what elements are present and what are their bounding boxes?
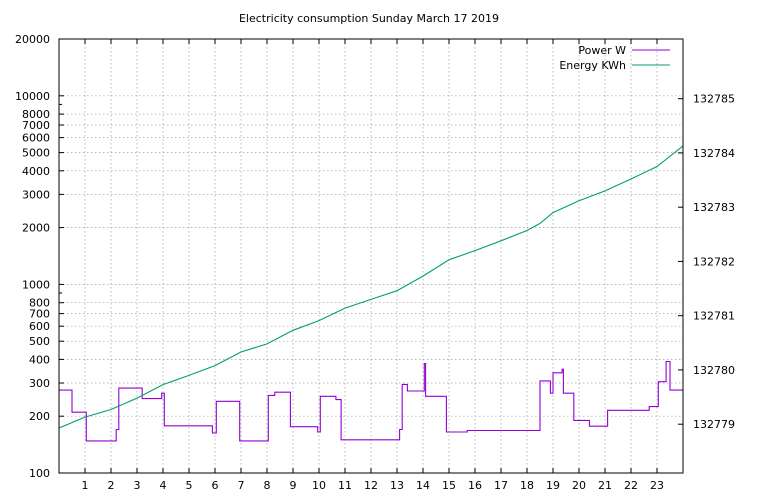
x-tick-label: 22 bbox=[624, 479, 638, 492]
x-tick-label: 7 bbox=[238, 479, 245, 492]
y-left-tick-label: 400 bbox=[29, 353, 50, 366]
y-left-tick-label: 3000 bbox=[22, 188, 50, 201]
x-tick-label: 20 bbox=[572, 479, 586, 492]
y-left-tick-label: 20000 bbox=[15, 33, 50, 46]
series-line-energy-kwh bbox=[58, 145, 684, 429]
series-line-power-w bbox=[59, 360, 683, 442]
y-left-tick-label: 800 bbox=[29, 297, 50, 310]
y-left-tick-label: 6000 bbox=[22, 132, 50, 145]
y-right-tick-label: 132782 bbox=[693, 255, 735, 268]
x-tick-label: 5 bbox=[186, 479, 193, 492]
grid bbox=[59, 39, 683, 473]
y-right-tick-label: 132783 bbox=[693, 201, 735, 214]
x-tick-label: 14 bbox=[416, 479, 430, 492]
x-tick-label: 17 bbox=[494, 479, 508, 492]
x-tick-label: 2 bbox=[108, 479, 115, 492]
x-tick-label: 13 bbox=[390, 479, 404, 492]
legend: Power W Energy KWh bbox=[559, 44, 670, 72]
chart-title: Electricity consumption Sunday March 17 … bbox=[239, 12, 499, 25]
x-tick-label: 12 bbox=[364, 479, 378, 492]
x-tick-label: 11 bbox=[338, 479, 352, 492]
y-left-tick-label: 10000 bbox=[15, 90, 50, 103]
x-tick-label: 23 bbox=[650, 479, 664, 492]
legend-label: Energy KWh bbox=[559, 59, 626, 72]
y-left-tick-label: 500 bbox=[29, 335, 50, 348]
y-left-tick-label: 600 bbox=[29, 320, 50, 333]
y-left-tick-label: 8000 bbox=[22, 108, 50, 121]
series-layer bbox=[58, 145, 684, 442]
x-tick-label: 21 bbox=[598, 479, 612, 492]
x-tick-label: 9 bbox=[290, 479, 297, 492]
y-left-tick-label: 700 bbox=[29, 308, 50, 321]
axis-ticks: 1 2 3 4 5 6 7 8 9 10 11 12 13 14 15 16 17 18 19 20 21 22 23100… bbox=[15, 33, 735, 492]
y-right-tick-label: 132785 bbox=[693, 93, 735, 106]
y-right-tick-label: 132781 bbox=[693, 310, 735, 323]
y-left-tick-label: 5000 bbox=[22, 147, 50, 160]
legend-label: Power W bbox=[578, 44, 626, 57]
y-right-tick-label: 132780 bbox=[693, 364, 735, 377]
y-left-tick-label: 100 bbox=[29, 467, 50, 480]
x-tick-label: 19 bbox=[546, 479, 560, 492]
x-tick-label: 10 bbox=[312, 479, 326, 492]
y-left-tick-label: 2000 bbox=[22, 222, 50, 235]
x-tick-label: 8 bbox=[264, 479, 271, 492]
y-left-tick-label: 200 bbox=[29, 410, 50, 423]
x-tick-label: 15 bbox=[442, 479, 456, 492]
y-right-tick-label: 132779 bbox=[693, 418, 735, 431]
x-tick-label: 1 bbox=[82, 479, 89, 492]
y-left-tick-label: 300 bbox=[29, 377, 50, 390]
x-tick-label: 18 bbox=[520, 479, 534, 492]
y-left-tick-label: 7000 bbox=[22, 119, 50, 132]
y-left-tick-label: 4000 bbox=[22, 165, 50, 178]
x-tick-label: 6 bbox=[212, 479, 219, 492]
x-tick-label: 3 bbox=[134, 479, 141, 492]
x-tick-label: 16 bbox=[468, 479, 482, 492]
y-right-tick-label: 132784 bbox=[693, 147, 735, 160]
x-tick-label: 4 bbox=[160, 479, 167, 492]
y-left-tick-label: 1000 bbox=[22, 278, 50, 291]
